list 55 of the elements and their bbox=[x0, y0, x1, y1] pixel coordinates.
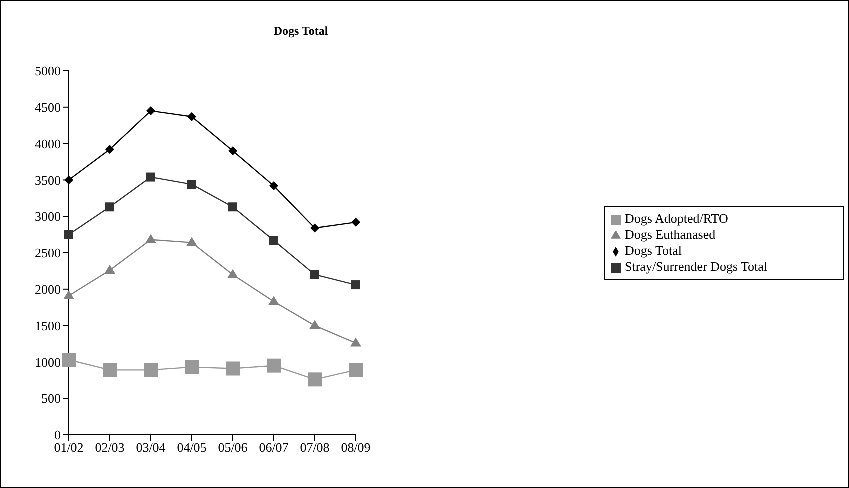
y-tick-label: 2500 bbox=[35, 246, 61, 261]
point bbox=[146, 106, 156, 116]
point bbox=[270, 182, 278, 191]
point bbox=[186, 237, 198, 246]
point bbox=[228, 146, 238, 156]
point bbox=[106, 145, 114, 154]
x-tick-label: 02/03 bbox=[95, 440, 125, 456]
point bbox=[146, 172, 156, 182]
x-tick-label: 01/02 bbox=[54, 440, 84, 456]
point bbox=[62, 353, 76, 368]
point bbox=[64, 230, 74, 240]
point bbox=[349, 363, 363, 378]
point bbox=[144, 363, 158, 378]
point bbox=[352, 280, 360, 290]
point bbox=[104, 264, 116, 274]
point bbox=[103, 363, 117, 378]
point bbox=[270, 236, 278, 246]
point bbox=[310, 224, 320, 233]
legend-label: Stray/Surrender Dogs Total bbox=[625, 259, 768, 274]
y-tick-label: 4000 bbox=[35, 136, 61, 152]
y-tick-label: 1500 bbox=[35, 318, 61, 334]
legend-label: Dogs Total bbox=[625, 243, 682, 258]
x-tick-label: 03/04 bbox=[136, 440, 166, 456]
point bbox=[64, 290, 74, 300]
point bbox=[228, 202, 238, 212]
point bbox=[226, 362, 240, 376]
x-tick-label: 07/08 bbox=[300, 440, 330, 456]
point bbox=[188, 112, 196, 122]
point bbox=[310, 270, 320, 280]
y-tick-label: 1000 bbox=[35, 354, 61, 370]
y-tick-label: 5000 bbox=[35, 64, 61, 79]
point bbox=[185, 360, 199, 374]
legend-label: Dogs Euthanased bbox=[625, 227, 716, 242]
y-tick-label: 500 bbox=[42, 391, 61, 406]
chart-title: Dogs Total bbox=[272, 24, 330, 39]
point bbox=[228, 269, 238, 278]
x-tick-label: 08/09 bbox=[341, 440, 371, 456]
y-tick-label: 3500 bbox=[35, 172, 61, 188]
point bbox=[352, 218, 360, 227]
point bbox=[350, 338, 362, 347]
point bbox=[268, 296, 280, 306]
y-tick-label: 4500 bbox=[35, 100, 61, 116]
legend-label: Dogs Adopted/RTO bbox=[625, 211, 728, 226]
point bbox=[267, 358, 281, 373]
x-tick-label: 06/07 bbox=[259, 440, 290, 456]
x-tick-label: 05/06 bbox=[218, 440, 248, 456]
point bbox=[188, 180, 196, 190]
y-tick-label: 0 bbox=[54, 428, 61, 443]
point bbox=[106, 202, 114, 212]
y-tick-label: 2000 bbox=[35, 282, 61, 298]
point bbox=[310, 320, 320, 330]
y-tick-label: 3000 bbox=[35, 209, 61, 224]
point bbox=[146, 234, 156, 244]
point bbox=[308, 372, 322, 387]
x-tick-label: 04/05 bbox=[177, 440, 207, 456]
